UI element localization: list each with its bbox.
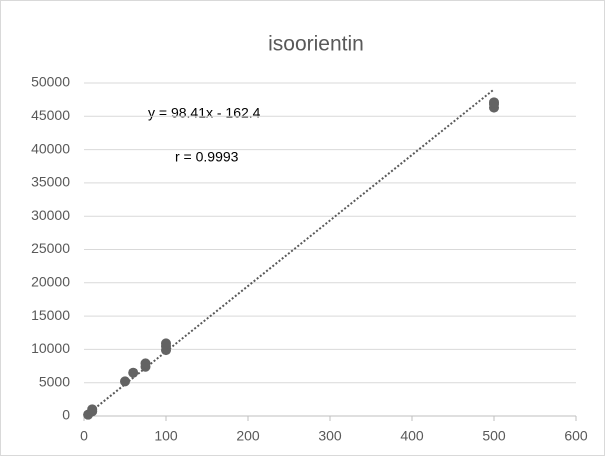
y-tick-label: 15000: [31, 307, 70, 323]
y-tick-label: 50000: [31, 74, 70, 90]
y-tick-label: 10000: [31, 340, 70, 356]
point: [161, 338, 171, 349]
y-tick-label: 5000: [39, 373, 70, 389]
x-tick-label: 100: [154, 428, 178, 444]
point: [120, 376, 130, 387]
y-tick-label: 20000: [31, 274, 70, 290]
r-label: r = 0.9993: [175, 149, 239, 165]
x-tick-label: 0: [80, 428, 88, 444]
x-tick-label: 200: [236, 428, 260, 444]
y-tick-label: 45000: [31, 107, 70, 123]
chart-title: isoorientin: [268, 33, 364, 56]
x-tick-label: 400: [400, 428, 424, 444]
y-tick-label: 0: [62, 407, 70, 423]
x-tick-label: 500: [482, 428, 506, 444]
equation-label: y = 98.41x - 162.4: [148, 105, 261, 121]
point: [87, 404, 98, 415]
x-tick-label: 600: [564, 428, 588, 444]
x-tick-label: 300: [318, 428, 342, 444]
y-tick-label: 30000: [31, 207, 70, 223]
point: [489, 97, 499, 108]
point: [140, 358, 151, 369]
point: [128, 367, 139, 378]
y-tick-label: 35000: [31, 174, 70, 190]
y-tick-label: 25000: [31, 240, 70, 256]
y-tick-label: 40000: [31, 140, 70, 156]
trendline: [87, 88, 495, 415]
